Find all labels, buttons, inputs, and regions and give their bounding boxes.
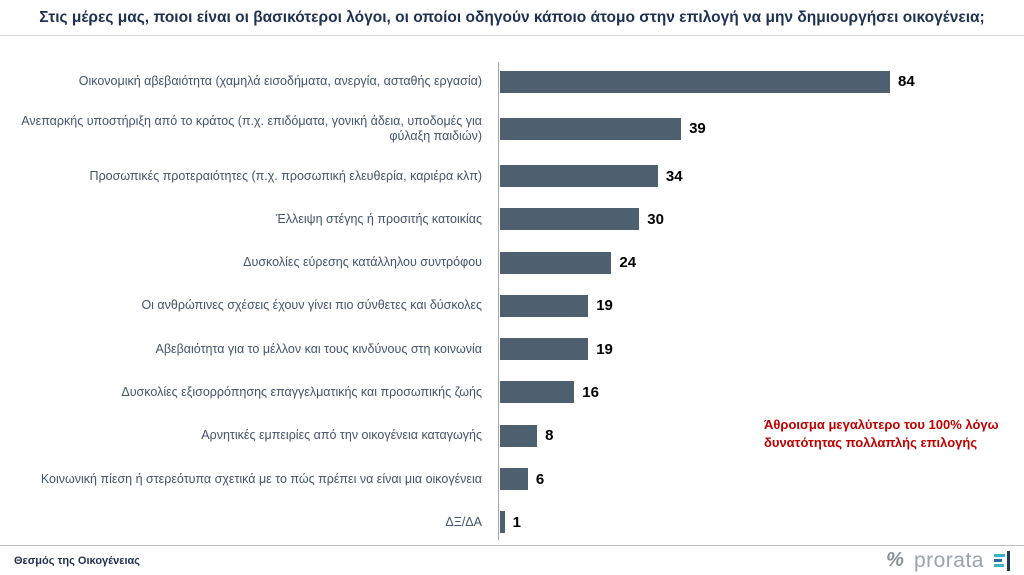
bar-zone: 34 bbox=[492, 165, 683, 188]
percent-icon: % bbox=[886, 549, 904, 571]
bar-label: Δυσκολίες εύρεσης κατάλληλου συντρόφου bbox=[243, 255, 482, 270]
bar-value: 19 bbox=[596, 297, 613, 315]
bar-zone: 84 bbox=[492, 70, 915, 93]
bar-row: Αρνητικές εμπειρίες από την οικογένεια κ… bbox=[0, 414, 1024, 457]
bar-zone: 39 bbox=[492, 117, 706, 140]
bar-zone: 16 bbox=[492, 381, 599, 404]
bar-row: ΔΞ/ΔΑ 1 bbox=[0, 501, 1024, 544]
bar bbox=[500, 424, 538, 447]
bar-value: 84 bbox=[898, 73, 915, 91]
bar-chart: Οικονομική αβεβαιότητα (χαμηλά εισοδήματ… bbox=[0, 60, 1024, 544]
bar-row: Ανεπαρκής υποστήριξη από το κράτος (π.χ.… bbox=[0, 103, 1024, 154]
bar-row: Κοινωνική πίεση ή στερεότυπα σχετικά με … bbox=[0, 457, 1024, 500]
brand-name: prorata bbox=[913, 548, 984, 572]
bar-row: Οικονομική αβεβαιότητα (χαμηλά εισοδήματ… bbox=[0, 60, 1024, 103]
bar bbox=[500, 511, 505, 534]
bar-label: ΔΞ/ΔΑ bbox=[445, 514, 482, 529]
bar-row: Έλλειψη στέγης ή προσιτής κατοικίας 30 bbox=[0, 198, 1024, 241]
bar-row: Δυσκολίες εξισορρόπησης επαγγελματικής κ… bbox=[0, 371, 1024, 414]
footer: Θεσμός της Οικογένειας % prorata bbox=[0, 545, 1024, 575]
bar-zone: 19 bbox=[492, 338, 613, 361]
bar-row: Δυσκολίες εύρεσης κατάλληλου συντρόφου 2… bbox=[0, 241, 1024, 284]
bar bbox=[500, 251, 612, 274]
source-label: Θεσμός της Οικογένειας bbox=[14, 554, 140, 567]
bar-row: Προσωπικές προτεραιότητες (π.χ. προσωπικ… bbox=[0, 155, 1024, 198]
bar-value: 1 bbox=[512, 513, 521, 531]
annotation-note: Άθροισμα μεγαλύτερο του 100% λόγω δυνατό… bbox=[764, 417, 999, 450]
bar bbox=[500, 381, 575, 404]
bar-value: 34 bbox=[665, 167, 683, 185]
bar-label: Έλλειψη στέγης ή προσιτής κατοικίας bbox=[276, 211, 482, 226]
bar-value: 39 bbox=[689, 120, 706, 138]
bar bbox=[500, 338, 589, 361]
bar-label: Δυσκολίες εξισορρόπησης επαγγελματικής κ… bbox=[121, 384, 482, 399]
bar-zone: 24 bbox=[492, 251, 637, 274]
bar-label: Οικονομική αβεβαιότητα (χαμηλά εισοδήματ… bbox=[78, 74, 482, 89]
bar-value: 19 bbox=[596, 340, 613, 358]
bar-value: 24 bbox=[619, 254, 637, 272]
bar-zone: 1 bbox=[492, 511, 521, 534]
bar-label: Προσωπικές προτεραιότητες (π.χ. προσωπικ… bbox=[89, 168, 482, 183]
chart-title: Στις μέρες μας, ποιοι είναι οι βασικότερ… bbox=[39, 9, 985, 26]
bar-label: Οι ανθρώπινες σχέσεις έχουν γίνει πιο σύ… bbox=[141, 298, 482, 313]
bar bbox=[500, 468, 528, 491]
prorata-logo-icon bbox=[994, 550, 1010, 571]
bar bbox=[500, 70, 890, 93]
bar-zone: 6 bbox=[492, 468, 545, 491]
bar-zone: 19 bbox=[492, 294, 613, 317]
bar-row: Οι ανθρώπινες σχέσεις έχουν γίνει πιο σύ… bbox=[0, 284, 1024, 327]
bar bbox=[500, 117, 682, 140]
axis-baseline bbox=[498, 62, 499, 540]
bar-label: Αβεβαιότητα για το μέλλον και τους κινδύ… bbox=[155, 341, 482, 356]
bar-value: 30 bbox=[647, 210, 664, 228]
bar-zone: 30 bbox=[492, 208, 664, 231]
bar-value: 16 bbox=[582, 383, 599, 401]
bar-chart-area: Οικονομική αβεβαιότητα (χαμηλά εισοδήματ… bbox=[0, 60, 1024, 544]
bar-zone: 8 bbox=[492, 424, 554, 447]
bar-row: Αβεβαιότητα για το μέλλον και τους κινδύ… bbox=[0, 328, 1024, 371]
bar-value: 8 bbox=[545, 427, 554, 445]
bar bbox=[500, 294, 589, 317]
bar-value: 6 bbox=[535, 470, 545, 488]
bar-label: Κοινωνική πίεση ή στερεότυπα σχετικά με … bbox=[40, 471, 482, 486]
bar bbox=[500, 165, 658, 188]
bar-label: Αρνητικές εμπειρίες από την οικογένεια κ… bbox=[201, 428, 482, 443]
chart-header: Στις μέρες μας, ποιοι είναι οι βασικότερ… bbox=[0, 0, 1024, 36]
brand-group: % prorata bbox=[886, 549, 1010, 573]
bar-label: Ανεπαρκής υποστήριξη από το κράτος (π.χ.… bbox=[21, 113, 482, 143]
bar bbox=[500, 208, 640, 231]
